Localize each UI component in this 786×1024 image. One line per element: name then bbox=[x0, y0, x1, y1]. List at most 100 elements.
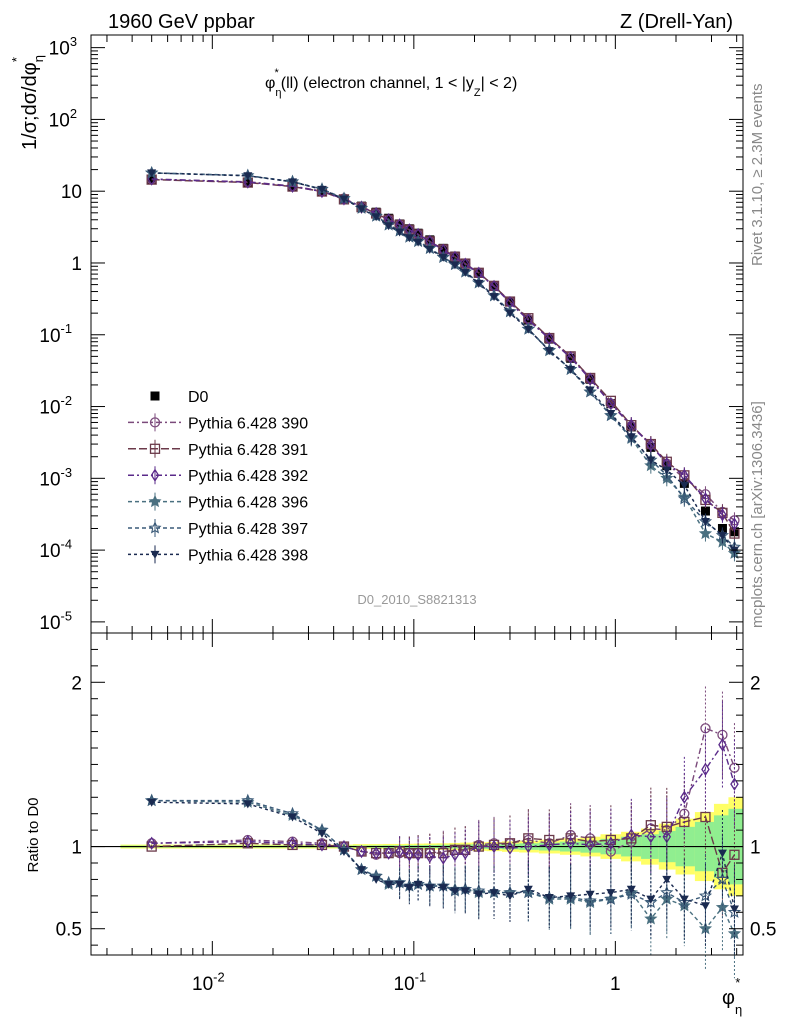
ratio-data-point bbox=[698, 888, 713, 902]
y-tick-label: 102 bbox=[49, 106, 77, 132]
ratio-data-point bbox=[566, 836, 575, 850]
ratio-data-point bbox=[384, 846, 393, 860]
ratio-panel: 10-2 10-1 1 2 2 1 1 0.5 0.5 bbox=[56, 632, 776, 995]
data-point bbox=[460, 268, 470, 277]
ratio-data-point bbox=[384, 880, 394, 889]
ratio-series-line bbox=[151, 743, 736, 859]
legend-marker bbox=[148, 521, 162, 534]
ratio-data-point bbox=[680, 790, 689, 804]
legend-entry: Pythia 6.428 397 bbox=[128, 519, 308, 538]
y-tick-label: 10-1 bbox=[39, 321, 72, 347]
ratio-data-point bbox=[715, 900, 730, 913]
ratio-data-point bbox=[474, 890, 484, 899]
data-point bbox=[395, 219, 405, 229]
ratio-data-point bbox=[413, 880, 423, 889]
data-point bbox=[395, 228, 405, 237]
data-point bbox=[357, 205, 367, 214]
ratio-data-point bbox=[700, 811, 711, 823]
ratio-data-point bbox=[646, 830, 656, 844]
data-point bbox=[404, 234, 414, 243]
ratio-data-point bbox=[371, 875, 381, 884]
ratio-data-point bbox=[626, 833, 637, 844]
ratio-data-point bbox=[439, 851, 448, 865]
y-tick-label: 10-2 bbox=[39, 393, 72, 419]
ratio-data-point bbox=[505, 841, 515, 855]
legend-marker bbox=[150, 391, 160, 401]
ratio-data-point bbox=[489, 839, 499, 854]
ratio-y-tick-label-right: 2 bbox=[750, 673, 761, 694]
data-point bbox=[700, 518, 710, 527]
ratio-data-point bbox=[504, 838, 516, 849]
legend-marker bbox=[150, 550, 160, 559]
ratio-data-point bbox=[147, 836, 156, 850]
rivet-annotation: Rivet 3.1.10, ≥ 2.3M events bbox=[749, 84, 766, 267]
ratio-data-point bbox=[660, 885, 674, 899]
data-point bbox=[317, 185, 327, 194]
ratio-data-point bbox=[718, 738, 727, 752]
ratio-data-point bbox=[729, 849, 740, 860]
data-point bbox=[474, 279, 484, 288]
ratio-y-label: Ratio to D0 bbox=[25, 797, 42, 872]
ratio-data-point bbox=[727, 905, 742, 918]
ratio-data-point bbox=[730, 777, 739, 791]
ratio-data-point bbox=[489, 889, 499, 898]
mcplots-annotation: mcplots.cern.ch [arXiv:1306.3436] bbox=[749, 401, 766, 628]
ratio-data-point bbox=[679, 895, 689, 904]
main-series-layer bbox=[145, 165, 742, 562]
legend-marker bbox=[149, 443, 161, 454]
legend-marker bbox=[148, 494, 162, 508]
ratio-data-point bbox=[566, 892, 576, 901]
ratio-data-point bbox=[662, 875, 672, 884]
ratio-y-tick-label: 0.5 bbox=[56, 920, 82, 941]
ratio-data-point bbox=[404, 884, 414, 893]
data-point bbox=[523, 325, 533, 334]
ratio-data-point bbox=[243, 800, 253, 809]
ratio-series-line bbox=[151, 816, 736, 875]
ratio-y-tick-label-right: 0.5 bbox=[750, 920, 776, 941]
data-point bbox=[438, 253, 448, 262]
main-watermark: D0_2010_S8821313 bbox=[357, 592, 476, 607]
ratio-data-point bbox=[604, 892, 618, 905]
ratio-data-point bbox=[729, 905, 739, 914]
ratio-data-point bbox=[425, 884, 435, 893]
data-point bbox=[718, 508, 727, 522]
ratio-data-point bbox=[644, 895, 658, 909]
ratio-data-point bbox=[357, 844, 366, 859]
series-pythia-6-428-398 bbox=[147, 169, 739, 559]
ratio-data-point bbox=[405, 848, 414, 862]
ratio-data-point bbox=[606, 836, 616, 850]
ratio-y-tick-label: 1 bbox=[71, 838, 82, 859]
series-pythia-6-428-391 bbox=[146, 174, 740, 542]
data-point bbox=[243, 175, 253, 189]
header-right: Z (Drell-Yan) bbox=[620, 11, 733, 33]
data-point bbox=[679, 481, 689, 490]
legend-entry: D0 bbox=[150, 389, 209, 406]
legend-label: Pythia 6.428 390 bbox=[188, 415, 308, 432]
ratio-y-tick-label-right: 1 bbox=[750, 838, 761, 859]
ratio-data-point bbox=[450, 887, 460, 896]
data-point bbox=[566, 353, 576, 363]
x-axis-label: φη* bbox=[722, 975, 742, 1017]
ratio-data-point bbox=[395, 844, 404, 859]
ratio-data-point bbox=[585, 838, 595, 852]
ratio-series-pythia-6-428-398 bbox=[147, 798, 739, 954]
legend-marker bbox=[150, 468, 160, 482]
y-tick-label: 10-5 bbox=[39, 608, 72, 634]
main-y-label: 1/σ;dσ/dφη* bbox=[9, 55, 46, 150]
ratio-data-point bbox=[288, 813, 298, 822]
ratio-data-point bbox=[461, 846, 470, 860]
legend-entry: Pythia 6.428 390 bbox=[128, 413, 308, 432]
ratio-data-point bbox=[243, 834, 253, 849]
data-point bbox=[662, 466, 672, 475]
legend-marker bbox=[149, 417, 161, 428]
data-point bbox=[677, 491, 691, 505]
series-line bbox=[151, 172, 736, 548]
data-point bbox=[730, 517, 739, 531]
data-point bbox=[438, 243, 448, 253]
data-point bbox=[413, 238, 423, 247]
x-tick-label: 1 bbox=[610, 974, 621, 995]
data-point bbox=[585, 372, 595, 386]
data-point bbox=[626, 433, 636, 442]
data-point bbox=[371, 213, 381, 222]
